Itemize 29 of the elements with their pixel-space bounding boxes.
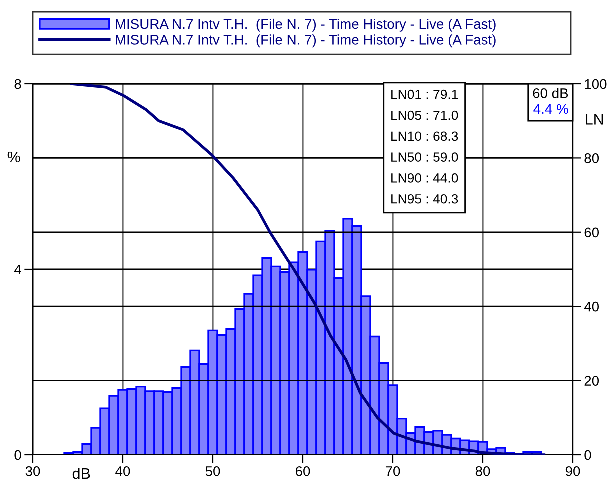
annotation: LN90 : 44.0 (392, 174, 458, 183)
legend-label: MISURA N.7 Intv T.H. (File N. 7) - Time History - Live (A Fast) (116, 18, 496, 32)
y2-tick-label: 20 (584, 376, 600, 386)
annotation: LN05 : 71.0 (392, 110, 458, 120)
x-tick-label: 70 (386, 466, 400, 476)
x-axis-title: dB (72, 468, 90, 480)
annotation: LN10 : 68.3 (392, 132, 458, 142)
y2-tick-label: 80 (584, 154, 600, 164)
y2-tick-label: 40 (584, 302, 600, 312)
legend-label: MISURA N.7 Intv T.H. (File N. 7) - Time History - Live (A Fast) (116, 34, 496, 48)
annotation: LN50 : 59.0 (392, 152, 458, 162)
x-tick-label: 50 (206, 466, 220, 476)
y-tick-label: 0 (14, 450, 22, 460)
x-tick-label: 80 (476, 466, 490, 476)
y2-axis-title: LN (586, 114, 604, 125)
x-tick-label: 30 (26, 466, 40, 476)
y2-tick-label: 60 (584, 228, 600, 238)
x-tick-label: 40 (116, 466, 130, 476)
x-tick-label: 90 (566, 466, 580, 476)
annotation: LN95 : 40.3 (392, 194, 458, 204)
x-tick-label: 60 (296, 466, 310, 476)
y-axis-title: % (8, 152, 20, 163)
annotation: LN01 : 79.1 (392, 90, 458, 100)
annotation: 60 dB (533, 88, 568, 98)
y2-tick-label: 0 (584, 450, 592, 460)
y-tick-label: 8 (14, 79, 22, 90)
y-tick-label: 4 (14, 264, 22, 275)
y2-tick-label: 100 (585, 79, 607, 90)
annotation: 4.4 % (534, 104, 568, 114)
